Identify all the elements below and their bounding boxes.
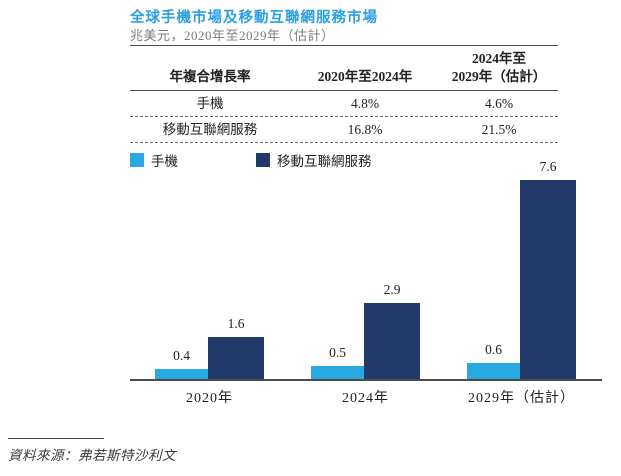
chart-legend: 手機 移動互聯網服務 [130, 150, 372, 170]
x-axis-line [130, 379, 602, 381]
source-note: 資料來源：弗若斯特沙利文 [8, 448, 176, 463]
bar-chart: 0.4 1.6 2020年 0.5 2.9 2024年 0.6 7.6 2029年（估計） [130, 159, 602, 406]
bar [155, 369, 208, 379]
cagr-table-header-row: 年複合增長率 2020年至2024年 2024年至 2029年（估計） [130, 46, 558, 92]
table-row: 移動互聯網服務 16.8% 21.5% [130, 117, 558, 144]
legend-item-mobile-internet: 移動互聯網服務 [256, 150, 372, 170]
cagr-header-2024-2029: 2024年至 2029年（估計） [440, 50, 558, 85]
cagr-header-2024-2029-line1: 2024年至 [472, 51, 526, 66]
x-axis-label: 2029年（估計） [468, 391, 575, 406]
bar-value-label: 1.6 [227, 316, 245, 331]
legend-label-phone: 手機 [151, 154, 178, 169]
legend-label-mobile-internet: 移動互聯網服務 [277, 154, 372, 169]
legend-item-phone: 手機 [130, 150, 178, 170]
bar-value-label: 0.6 [485, 342, 502, 357]
row-label: 移動互聯網服務 [162, 121, 258, 137]
bar [364, 303, 420, 379]
row-cagr-2020-2024: 4.8% [350, 96, 380, 112]
cagr-table: 年複合增長率 2020年至2024年 2024年至 2029年（估計） 手機 4… [130, 45, 558, 144]
table-row: 手機 4.8% 4.6% [130, 91, 558, 117]
row-cagr-2024-2029: 4.6% [484, 96, 514, 112]
row-cagr-2020-2024: 16.8% [347, 121, 383, 137]
bar-value-label: 0.5 [329, 345, 346, 360]
bar [467, 363, 520, 379]
x-axis-label: 2020年 [186, 391, 233, 406]
chart-subtitle: 兆美元，2020年至2029年（估計） [130, 28, 335, 43]
bar [520, 180, 576, 379]
legend-swatch-mobile-internet [256, 153, 270, 167]
bar [208, 337, 264, 379]
cagr-header-2020-2024: 2020年至2024年 [317, 68, 413, 84]
row-label: 手機 [196, 96, 224, 112]
bar-value-label: 7.6 [539, 159, 557, 174]
bar-value-label: 2.9 [383, 282, 401, 297]
x-axis-label: 2024年 [342, 391, 389, 406]
cagr-header-metric: 年複合增長率 [169, 68, 251, 84]
legend-swatch-phone [130, 153, 144, 167]
cagr-header-2024-2029-line2: 2029年（估計） [451, 68, 547, 84]
chart-title: 全球手機市場及移動互聯網服務市場 [130, 10, 378, 26]
row-cagr-2024-2029: 21.5% [481, 121, 517, 137]
source-divider [8, 438, 104, 439]
bar-value-label: 0.4 [173, 348, 190, 363]
bar [311, 366, 364, 379]
